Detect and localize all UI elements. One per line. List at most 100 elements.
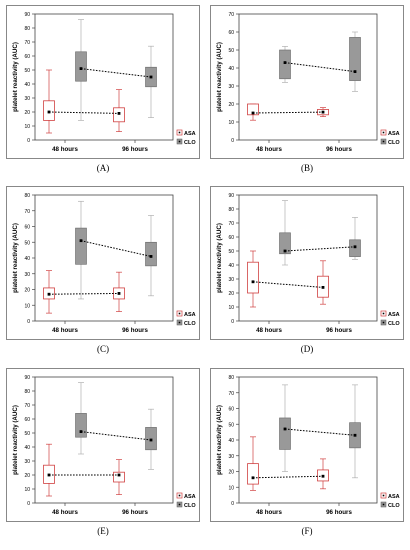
panel-caption: (E) <box>97 526 109 536</box>
legend-label: ASA <box>184 312 196 318</box>
y-tick-label: 70 <box>228 221 234 227</box>
y-tick-label: 70 <box>24 40 30 46</box>
iqr-box <box>247 463 259 485</box>
y-tick-label: 60 <box>24 225 30 231</box>
legend-label: ASA <box>184 131 196 137</box>
mean-trend-line <box>284 62 356 73</box>
plot-area <box>238 13 378 141</box>
y-tick-label: 90 <box>228 193 234 199</box>
y-tick-label: 10 <box>24 124 30 130</box>
legend-label: CLO <box>388 503 400 509</box>
legend-label: CLO <box>184 503 196 509</box>
y-tick-label: 0 <box>27 319 30 325</box>
legend-marker <box>382 131 385 134</box>
y-tick-label: 80 <box>228 375 234 381</box>
y-axis-label: platelet reactivity (AUC) <box>216 223 223 293</box>
box-plot: 0 10 20 30 40 50 60 70 80 platelet reactivity (AU… <box>216 375 400 516</box>
panel: 0 10 20 30 40 50 60 70 80 90 platelet reactivity (… <box>3 2 203 182</box>
iqr-box <box>247 103 259 116</box>
y-tick-label: 50 <box>24 240 30 246</box>
legend-marker <box>178 494 181 497</box>
y-tick-label: 80 <box>24 193 30 199</box>
y-tick-label: 40 <box>24 82 30 88</box>
mean-marker <box>353 433 357 437</box>
iqr-box <box>145 241 157 267</box>
legend-marker <box>178 131 181 134</box>
y-tick-label: 40 <box>228 66 234 72</box>
y-tick-label: 0 <box>231 319 234 325</box>
y-tick-label: 20 <box>228 102 234 108</box>
plot-area <box>34 376 174 504</box>
x-tick-label: 96 hours <box>122 146 148 153</box>
plot-frame: 0 10 20 30 40 50 60 70 80 90 platelet reactivity (… <box>210 186 404 340</box>
plot-frame: 0 10 20 30 40 50 60 70 platelet reactivity (AUC)… <box>210 5 404 159</box>
y-tick-label: 20 <box>24 473 30 479</box>
y-tick-label: 40 <box>228 438 234 444</box>
mean-trend-line <box>48 111 120 114</box>
legend-label: CLO <box>184 321 196 327</box>
y-tick-label: 40 <box>228 263 234 269</box>
y-tick-label: 40 <box>24 445 30 451</box>
panel: 0 10 20 30 40 50 60 70 80 90 platelet reactivity (… <box>207 183 407 363</box>
legend-marker <box>178 503 181 506</box>
x-tick-label: 48 hours <box>256 327 282 334</box>
legend-marker <box>382 321 385 324</box>
iqr-box <box>279 49 291 80</box>
legend-marker <box>178 140 181 143</box>
x-tick-label: 96 hours <box>122 509 148 516</box>
x-tick-label: 96 hours <box>122 327 148 334</box>
mean-marker <box>149 255 153 258</box>
y-tick-label: 40 <box>24 256 30 262</box>
panel: 0 10 20 30 40 50 60 70 80 platelet reactivity (AU… <box>3 183 203 363</box>
y-axis-label: platelet reactivity (AUC) <box>12 405 19 475</box>
legend-label: CLO <box>388 140 400 146</box>
y-tick-label: 0 <box>231 501 234 507</box>
x-tick-label: 48 hours <box>52 327 78 334</box>
mean-marker <box>283 249 287 253</box>
legend-marker <box>382 140 385 143</box>
x-tick-label: 96 hours <box>326 146 352 153</box>
y-tick-label: 20 <box>228 470 234 476</box>
panel: 0 10 20 30 40 50 60 70 80 platelet reactivity (AU… <box>207 365 407 545</box>
x-tick-label: 96 hours <box>326 509 352 516</box>
iqr-box <box>75 51 87 82</box>
y-tick-label: 60 <box>228 407 234 413</box>
y-tick-label: 0 <box>27 501 30 507</box>
y-tick-label: 20 <box>24 110 30 116</box>
box-plot: 0 10 20 30 40 50 60 70 80 90 platelet reactivity (… <box>12 12 196 153</box>
iqr-box <box>279 232 291 255</box>
y-tick-label: 60 <box>228 30 234 36</box>
mean-trend-line <box>80 240 152 257</box>
y-axis-label: platelet reactivity (AUC) <box>216 42 223 112</box>
panel-caption: (B) <box>301 163 313 173</box>
plot-area <box>238 194 378 322</box>
iqr-box <box>247 261 259 294</box>
y-tick-label: 60 <box>24 54 30 60</box>
y-tick-label: 10 <box>24 303 30 309</box>
y-tick-label: 30 <box>228 454 234 460</box>
legend-label: ASA <box>388 494 400 500</box>
panel-caption: (D) <box>300 344 314 354</box>
iqr-box <box>75 413 87 438</box>
y-axis-label: platelet reactivity (AUC) <box>12 223 19 293</box>
legend-marker <box>178 312 181 315</box>
box-plot: 0 10 20 30 40 50 60 70 80 platelet reactivity (AU… <box>12 193 196 334</box>
panel-caption: (F) <box>301 526 313 536</box>
legend-marker <box>382 312 385 315</box>
plot-frame: 0 10 20 30 40 50 60 70 80 platelet reactivity (AU… <box>210 368 404 522</box>
y-tick-label: 50 <box>228 249 234 255</box>
iqr-box <box>349 239 361 257</box>
y-tick-label: 10 <box>228 485 234 491</box>
y-tick-label: 0 <box>231 138 234 144</box>
legend-label: ASA <box>388 312 400 318</box>
legend-label: CLO <box>184 140 196 146</box>
mean-marker <box>79 239 83 243</box>
y-tick-label: 10 <box>228 305 234 311</box>
y-axis-label: platelet reactivity (AUC) <box>216 405 223 475</box>
mean-trend-line <box>252 111 324 114</box>
mean-marker <box>47 292 51 296</box>
panel: 0 10 20 30 40 50 60 70 platelet reactivity (AUC)… <box>207 2 407 182</box>
y-tick-label: 70 <box>228 12 234 18</box>
iqr-box <box>279 417 291 450</box>
